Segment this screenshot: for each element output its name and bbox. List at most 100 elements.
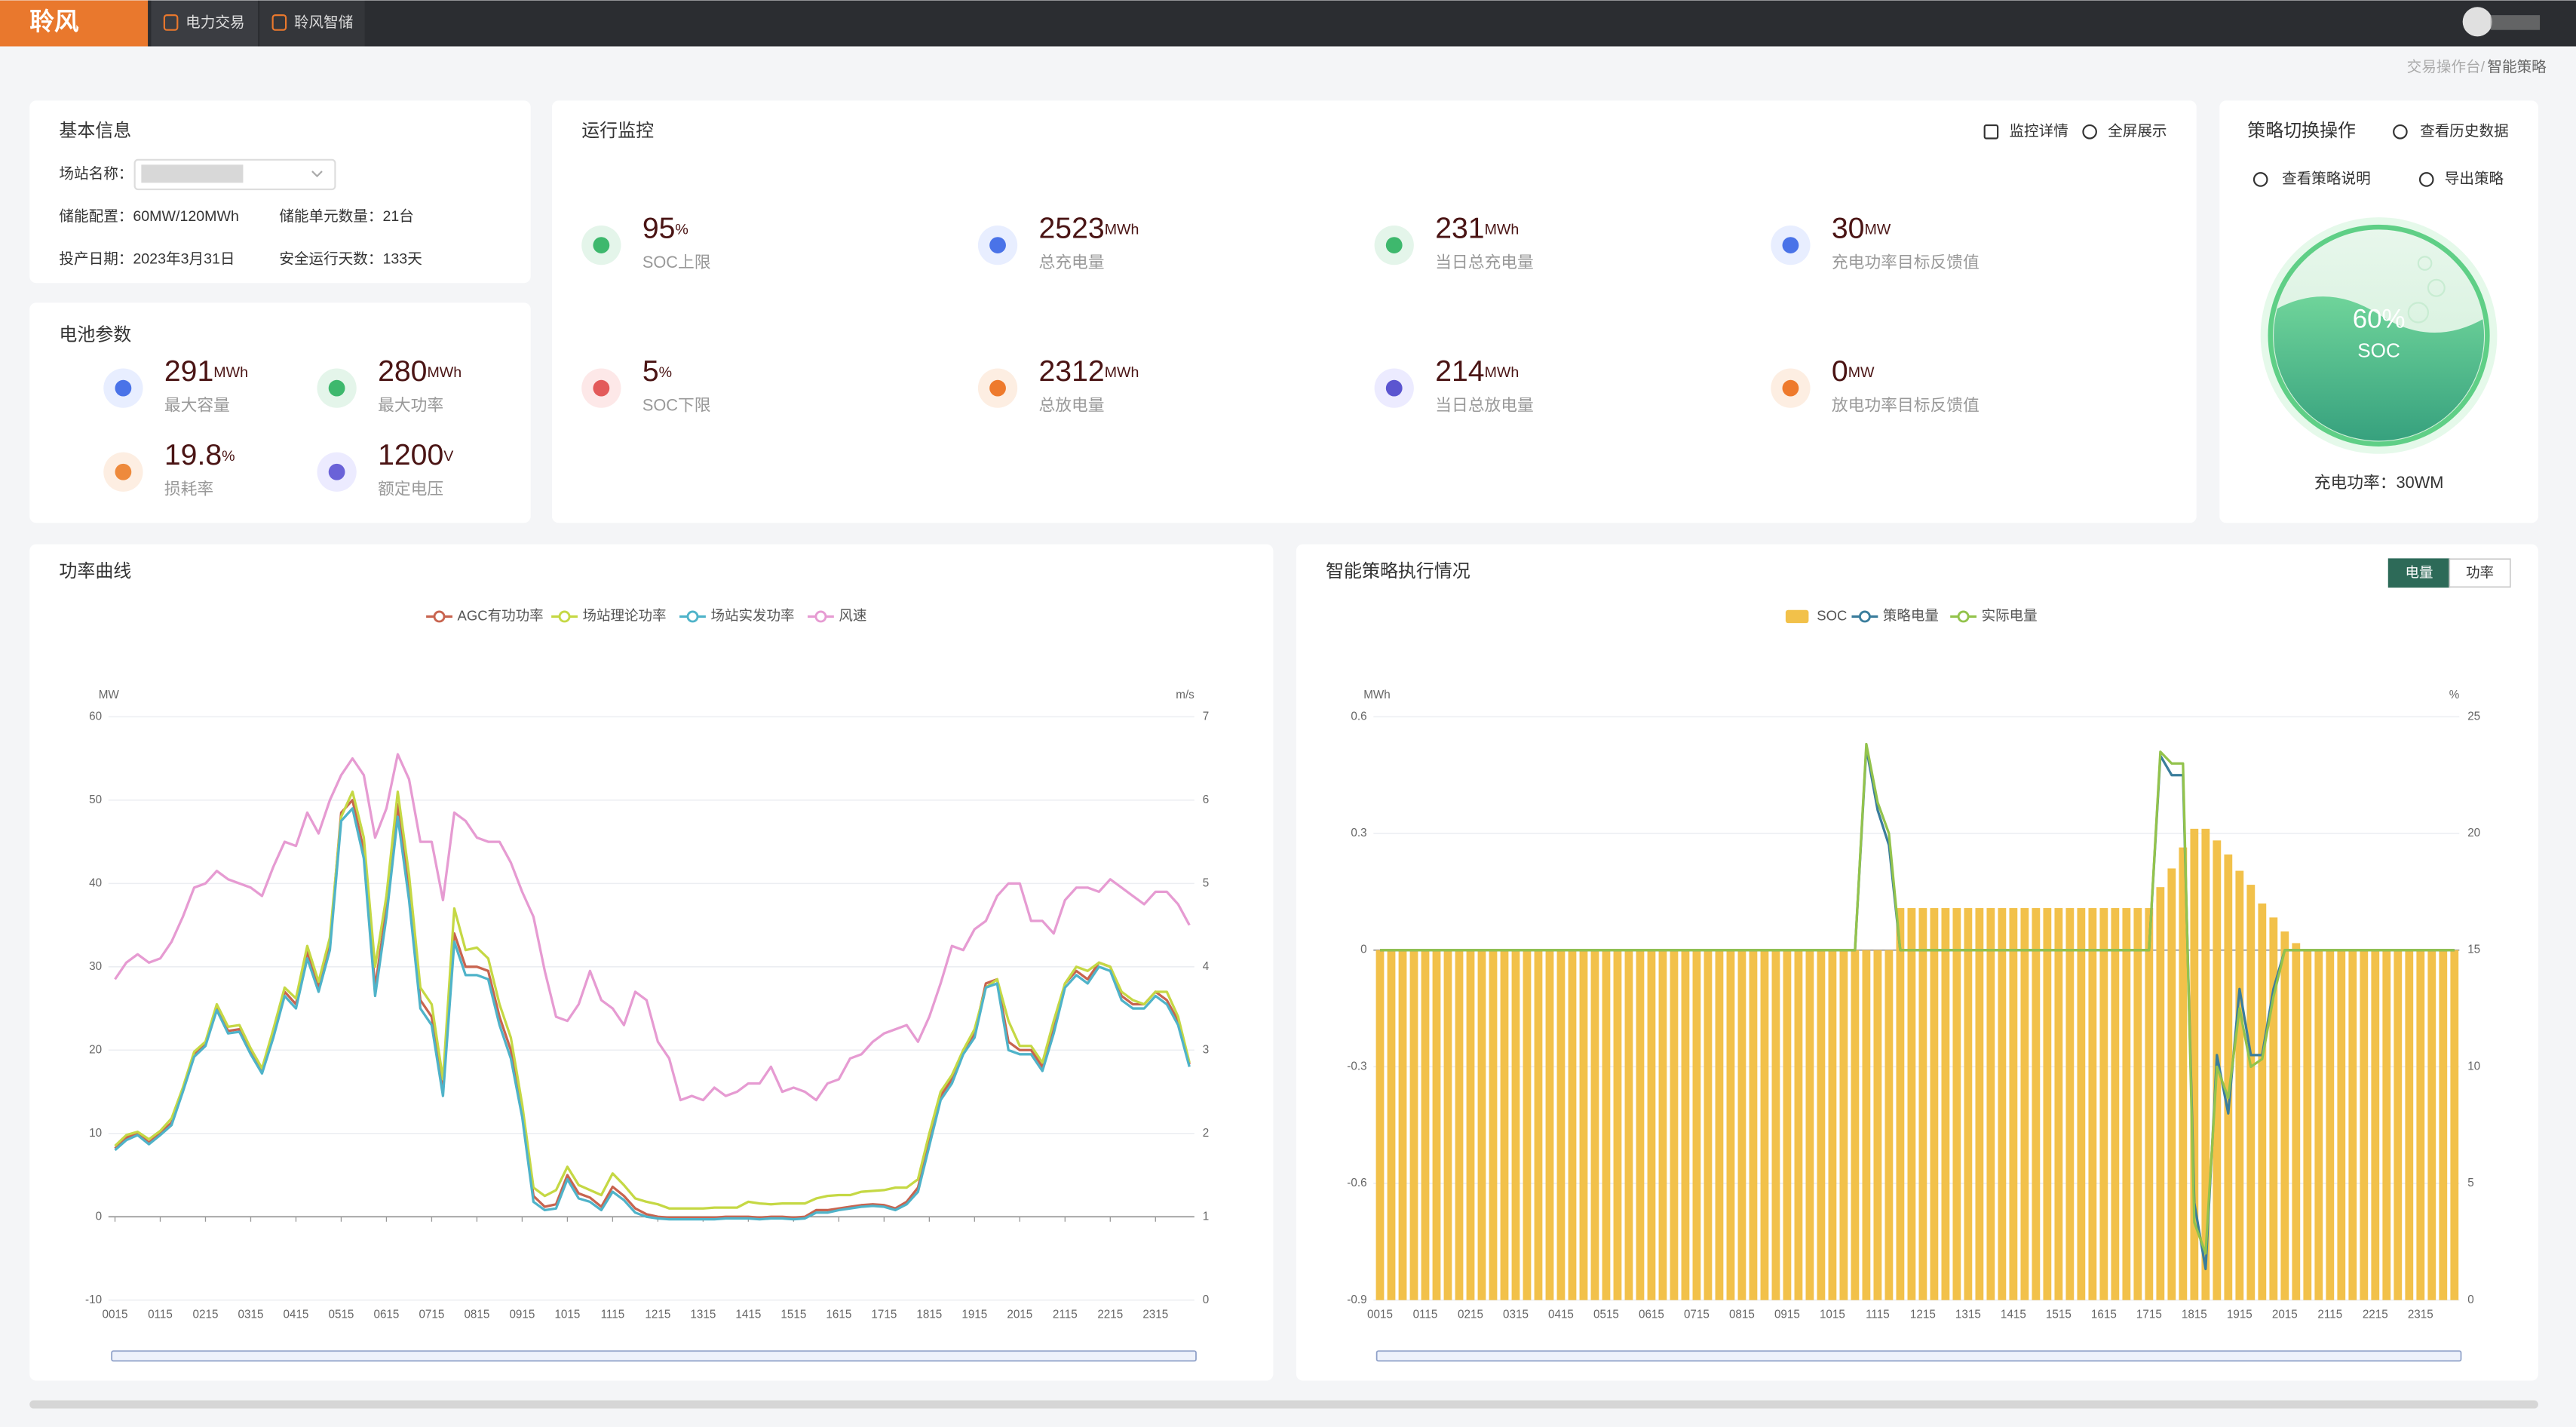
bar (1986, 908, 1995, 1300)
stat-value: 1200V (378, 440, 453, 472)
bar (1692, 950, 1701, 1300)
stat-label: 最大容量 (164, 395, 230, 414)
unit: V (443, 448, 453, 465)
y2-axis-unit: m/s (1176, 689, 1194, 701)
card (552, 100, 2197, 523)
bar (2133, 908, 2142, 1300)
bar (2167, 868, 2176, 1300)
x-tick-label: 0515 (328, 1308, 354, 1321)
y2-tick-label: 3 (1203, 1043, 1209, 1056)
x-tick-label: 0915 (1774, 1308, 1800, 1321)
unit: MWh (1485, 222, 1520, 238)
x-tick-label: 0915 (509, 1308, 535, 1321)
bar (2427, 950, 2436, 1300)
tab-bg[interactable] (259, 0, 365, 47)
bar (1523, 950, 1532, 1300)
bar (2450, 950, 2459, 1300)
x-tick-label: 1615 (2091, 1308, 2117, 1321)
bar (2405, 950, 2414, 1300)
x-tick-label: 0215 (193, 1308, 219, 1321)
bar (2099, 908, 2108, 1300)
bar (2122, 908, 2131, 1300)
y-tick-label: 40 (89, 876, 102, 889)
x-tick-label: 1215 (1910, 1308, 1936, 1321)
bar (2088, 908, 2097, 1300)
value: 1200 (378, 440, 443, 472)
unit: % (675, 222, 688, 238)
x-tick-label: 0815 (1729, 1308, 1755, 1321)
avatar[interactable] (2462, 7, 2492, 37)
bar (1647, 950, 1656, 1300)
x-tick-label: 2215 (2363, 1308, 2388, 1321)
bar (1817, 950, 1826, 1300)
x-tick-label: 1615 (826, 1308, 851, 1321)
bar (2246, 885, 2256, 1300)
x-tick-label: 1115 (1866, 1308, 1890, 1321)
gauge-fill (2274, 296, 2484, 441)
y2-tick-label: 20 (2467, 827, 2480, 839)
value: 30 (1832, 213, 1865, 245)
info-field: 储能配置：60MW/120MWh (59, 208, 238, 225)
bar (1918, 908, 1927, 1300)
page-scrollbar[interactable] (29, 1400, 2538, 1409)
bar (1556, 950, 1566, 1300)
x-tick-label: 1315 (1955, 1308, 1981, 1321)
bar (1409, 950, 1418, 1300)
bar (2077, 908, 2086, 1300)
x-tick-label: 1115 (601, 1308, 625, 1321)
logo: 聆风 (29, 8, 79, 35)
value: 280 (378, 355, 427, 388)
card (29, 302, 531, 523)
bar (1624, 950, 1633, 1300)
series-line (114, 753, 1191, 1102)
legend-dot (1858, 610, 1871, 623)
bar (2280, 931, 2289, 1300)
bar (1726, 950, 1735, 1300)
bar (2292, 943, 2301, 1300)
top-bar (0, 0, 2576, 47)
toggle-button[interactable] (2449, 558, 2511, 588)
value: 0 (1832, 355, 1848, 388)
card-title: 基本信息 (59, 121, 131, 141)
bar (1443, 950, 1452, 1300)
value: 19.8 (164, 440, 222, 472)
card-title: 电池参数 (59, 324, 131, 345)
legend-label: 策略电量 (1883, 607, 1939, 623)
logo-box[interactable] (0, 0, 149, 47)
bar (2235, 870, 2244, 1300)
bar (1930, 908, 1939, 1300)
tab-bg[interactable] (151, 0, 259, 47)
field-label: 投产日期： (59, 251, 133, 268)
bar (2190, 828, 2199, 1300)
unit: % (222, 448, 235, 465)
stat-label: SOC下限 (642, 395, 711, 414)
bar (1670, 950, 1679, 1300)
bar (1749, 950, 1758, 1300)
action-icon (1983, 124, 1999, 140)
unit: MWh (1105, 364, 1139, 381)
y2-tick-label: 0 (1203, 1294, 1209, 1306)
x-tick-label: 0315 (238, 1308, 264, 1321)
toggle-button[interactable] (2387, 558, 2451, 588)
x-tick-label: 1715 (871, 1308, 897, 1321)
value: 5 (642, 355, 659, 388)
x-tick-label: 2215 (1097, 1308, 1123, 1321)
y-tick-label: 30 (89, 960, 102, 973)
bar (1500, 950, 1509, 1300)
field-label: 场站名称： (59, 166, 133, 183)
stat-icon-glyph (328, 379, 345, 397)
legend-dot (814, 610, 827, 623)
bar (2371, 950, 2380, 1300)
stat-value: 2312MWh (1039, 355, 1139, 388)
unit: MW (1848, 364, 1875, 381)
zoom-slider[interactable] (111, 1350, 1197, 1362)
bar (1387, 950, 1396, 1300)
bar (1907, 908, 1916, 1300)
field-label: 安全运行天数： (279, 251, 382, 268)
select-arrow (311, 170, 323, 178)
legend-label: 场站实发功率 (710, 607, 794, 623)
zoom-slider[interactable] (1375, 1350, 2462, 1362)
x-tick-label: 0515 (1593, 1308, 1619, 1321)
y-tick-label: 10 (89, 1127, 102, 1140)
action-icon (2252, 172, 2268, 187)
